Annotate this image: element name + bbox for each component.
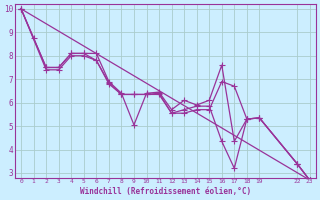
X-axis label: Windchill (Refroidissement éolien,°C): Windchill (Refroidissement éolien,°C): [80, 187, 251, 196]
